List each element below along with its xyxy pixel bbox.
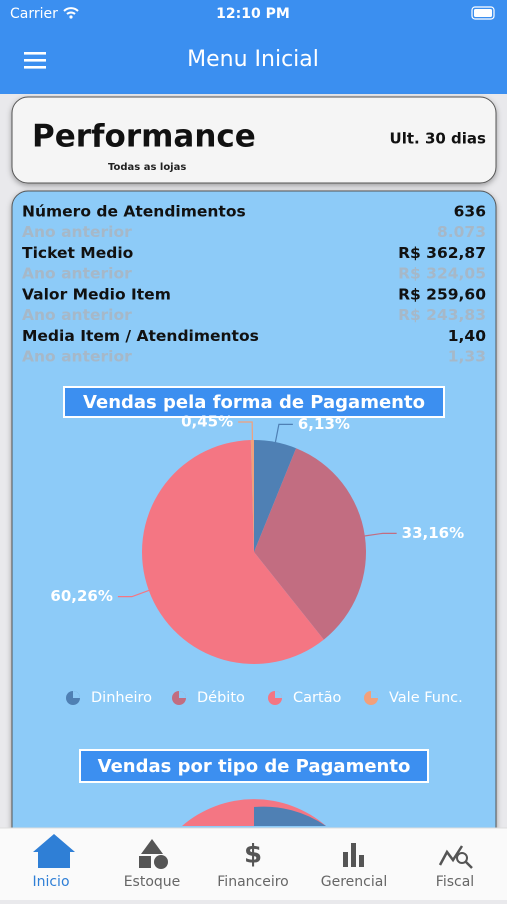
metric-value: R$ 259,60 — [398, 286, 486, 304]
chart-icon — [343, 852, 348, 867]
slice-label: 60,26% — [50, 587, 112, 605]
chart-title-box — [63, 386, 445, 418]
legend-swatch-cut — [275, 691, 282, 698]
legend-swatch-cut — [179, 691, 186, 698]
chart-icon — [351, 843, 356, 867]
wifi-icon — [63, 7, 79, 15]
pie-slice — [142, 440, 324, 664]
chart-title: Vendas pela forma de Pagamento — [83, 392, 425, 413]
metric-prev-value: 1,33 — [448, 348, 486, 366]
legend-label: Cartão — [293, 690, 342, 706]
pie-slice — [254, 440, 297, 552]
finance-icon: $ — [244, 840, 262, 870]
clock: 12:10 PM — [216, 6, 290, 22]
fiscal-icon — [438, 845, 464, 866]
fiscal-icon — [456, 852, 468, 864]
leader-line — [117, 588, 153, 598]
legend: Dinheiro Débito Cartão Vale Func. — [66, 690, 463, 706]
stock-icon — [154, 855, 168, 869]
carrier: Carrier — [10, 6, 58, 22]
legend-label: Dinheiro — [91, 690, 152, 706]
metric-value: 636 — [454, 203, 486, 221]
legend-label: Vale Func. — [389, 690, 463, 706]
legend-label: Débito — [197, 690, 245, 706]
pie-slice — [250, 440, 254, 552]
tab-label[interactable]: Financeiro — [217, 874, 288, 890]
menu-line — [24, 59, 46, 62]
menu-button[interactable] — [24, 52, 46, 69]
menu-line — [24, 66, 46, 69]
tabs: Inicio Estoque Financeiro Gerencial Fiscal — [32, 874, 474, 890]
tab-label[interactable]: Inicio — [32, 874, 69, 890]
home-icon — [33, 834, 75, 868]
battery — [471, 6, 495, 20]
metric-label: Valor Medio Item — [22, 286, 171, 304]
metric-value: 1,40 — [448, 327, 486, 345]
legend-swatch-cut — [371, 691, 378, 698]
leader-line — [360, 532, 397, 538]
second-chart-title-box — [79, 749, 429, 783]
battery-level — [474, 9, 492, 17]
app-bar — [0, 0, 507, 94]
fiscal-icon — [465, 861, 473, 869]
tab-label[interactable]: Fiscal — [436, 874, 474, 890]
metric-prev-label: Ano anterior — [22, 223, 132, 241]
leader-line — [238, 421, 254, 445]
performance-card — [11, 96, 497, 184]
chart-icon — [359, 855, 364, 867]
leader-line — [274, 423, 293, 447]
tab-label[interactable]: Estoque — [124, 874, 181, 890]
metric-prev-label: Ano anterior — [22, 265, 132, 283]
second-pie-part — [254, 806, 326, 826]
stock-icon — [139, 856, 151, 868]
header-title: Menu Inicial — [187, 47, 319, 72]
card-period: Ult. 30 dias — [390, 130, 487, 148]
menu-line — [24, 52, 46, 55]
card-subtitle: Todas as lojas — [108, 162, 186, 173]
metric-value: R$ 362,87 — [398, 244, 486, 262]
metric-label: Número de Atendimentos — [22, 203, 246, 221]
metric-prev-value: R$ 324,05 — [398, 265, 486, 283]
card-title: Performance — [32, 119, 256, 155]
stock-icon — [141, 839, 163, 854]
tab-bar — [0, 828, 507, 900]
metric-prev-label: Ano anterior — [22, 348, 132, 366]
metric-label: Media Item / Atendimentos — [22, 327, 259, 345]
metric-label: Ticket Medio — [22, 244, 133, 262]
slice-label: 33,16% — [402, 524, 464, 542]
slice-label: 0,45% — [181, 413, 233, 431]
tab-label[interactable]: Gerencial — [321, 874, 387, 890]
second-chart-title: Vendas por tipo de Pagamento — [98, 756, 411, 777]
legend-swatch-cut — [73, 691, 80, 698]
pie: 6,13% 33,16% 60,26% 0,45% — [50, 413, 464, 664]
wifi-dot — [69, 15, 73, 19]
metric-prev-value: 8.073 — [437, 223, 486, 241]
metric-prev-label: Ano anterior — [22, 306, 132, 324]
metrics: Número de Atendimentos 636 Ano anterior 8.0… — [22, 203, 486, 366]
slice-label: 6,13% — [298, 415, 350, 433]
metric-prev-value: R$ 243,83 — [398, 306, 486, 324]
pie-slice — [254, 448, 366, 640]
tab-icons: $ — [33, 834, 473, 870]
